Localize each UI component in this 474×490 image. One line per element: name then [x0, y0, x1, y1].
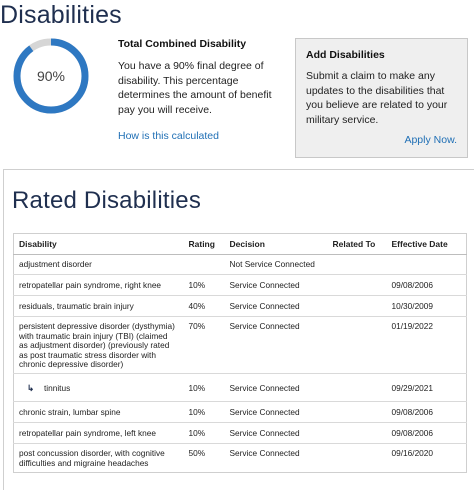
cell-decision: Service Connected — [224, 373, 328, 402]
cell-rating: 10% — [183, 401, 225, 423]
cell-disability: persistent depressive disorder (dysthymi… — [13, 316, 184, 374]
cell-date: 09/08/2006 — [386, 401, 467, 423]
cell-decision: Service Connected — [224, 316, 328, 374]
cell-decision: Service Connected — [224, 443, 328, 473]
cell-date: 10/30/2009 — [386, 295, 467, 317]
cell-related — [327, 254, 387, 275]
apply-now-link[interactable]: Apply Now. — [404, 134, 457, 146]
cell-related — [327, 422, 387, 444]
rating-ring — [13, 38, 89, 114]
table-row: adjustment disorder Not Service Connecte… — [13, 254, 467, 275]
cell-disability: ↳ tinnitus — [13, 373, 184, 402]
cell-decision: Not Service Connected — [224, 254, 328, 275]
cell-date: 01/19/2022 — [386, 316, 467, 374]
cell-rating: 10% — [183, 422, 225, 444]
cell-decision: Service Connected — [224, 401, 328, 423]
cell-disability: chronic strain, lumbar spine — [13, 401, 184, 423]
cell-date: 09/29/2021 — [386, 373, 467, 402]
combined-description: You have a 90% final degree of disabilit… — [118, 60, 272, 116]
cell-disability: adjustment disorder — [13, 254, 184, 275]
cell-decision: Service Connected — [224, 295, 328, 317]
table-header-row: Disability Rating Decision Related To Ef… — [13, 233, 467, 255]
cell-disability: post concussion disorder, with cognitive… — [13, 443, 184, 473]
cell-decision: Service Connected — [224, 422, 328, 444]
cell-rating: 10% — [183, 274, 225, 296]
col-related-to[interactable]: Related To — [327, 233, 387, 255]
cell-related — [327, 373, 387, 402]
table-row: persistent depressive disorder (dysthymi… — [13, 316, 467, 374]
col-effective-date[interactable]: Effective Date — [386, 233, 467, 255]
add-heading: Add Disabilities — [306, 49, 385, 61]
cell-disability-text: tinnitus — [43, 383, 71, 393]
table-row: residuals, traumatic brain injury 40% Se… — [13, 295, 467, 317]
cell-related — [327, 316, 387, 374]
add-disabilities-panel: Add Disabilities Submit a claim to make … — [295, 38, 468, 158]
cell-date: 09/16/2020 — [386, 443, 467, 473]
cell-date: 09/08/2006 — [386, 422, 467, 444]
table-row: retropatellar pain syndrome, right knee … — [13, 274, 467, 296]
col-disability[interactable]: Disability — [13, 233, 184, 255]
cell-rating: 70% — [183, 316, 225, 374]
rating-percent-label: 90% — [36, 68, 66, 84]
cell-related — [327, 274, 387, 296]
cell-disability: retropatellar pain syndrome, right knee — [13, 274, 184, 296]
table-row-secondary: ↳ tinnitus 10% Service Connected 09/29/20… — [13, 373, 467, 402]
cell-rating: 10% — [183, 373, 225, 402]
cell-disability: retropatellar pain syndrome, left knee — [13, 422, 184, 444]
cell-rating: 40% — [183, 295, 225, 317]
how-calculated-link[interactable]: How is this calculated — [118, 130, 219, 143]
combined-heading: Total Combined Disability — [118, 38, 247, 50]
cell-related — [327, 443, 387, 473]
cell-disability: residuals, traumatic brain injury — [13, 295, 184, 317]
cell-rating — [183, 254, 225, 275]
rated-heading: Rated Disabilities — [12, 187, 202, 214]
combined-disability-panel: Total Combined Disability You have a 90%… — [118, 38, 278, 144]
add-description: Submit a claim to make any updates to th… — [306, 70, 448, 126]
disability-rating-gauge: 90% — [11, 36, 91, 116]
cell-date — [386, 254, 467, 275]
cell-decision: Service Connected — [224, 274, 328, 296]
col-rating[interactable]: Rating — [183, 233, 225, 255]
cell-rating: 50% — [183, 443, 225, 473]
rated-disabilities-table: Disability Rating Decision Related To Ef… — [13, 233, 467, 473]
cell-date: 09/08/2006 — [386, 274, 467, 296]
page-title: Disabilities — [0, 1, 122, 29]
col-decision[interactable]: Decision — [224, 233, 328, 255]
table-row: retropatellar pain syndrome, left knee 1… — [13, 422, 467, 444]
cell-related — [327, 295, 387, 317]
ring-progress — [13, 38, 89, 114]
rated-disabilities-section: Rated Disabilities Disability Rating Dec… — [3, 169, 474, 490]
sub-item-arrow-icon: ↳ — [27, 383, 34, 393]
table-row: post concussion disorder, with cognitive… — [13, 443, 467, 473]
table-row: chronic strain, lumbar spine 10% Service… — [13, 401, 467, 423]
cell-related — [327, 401, 387, 423]
